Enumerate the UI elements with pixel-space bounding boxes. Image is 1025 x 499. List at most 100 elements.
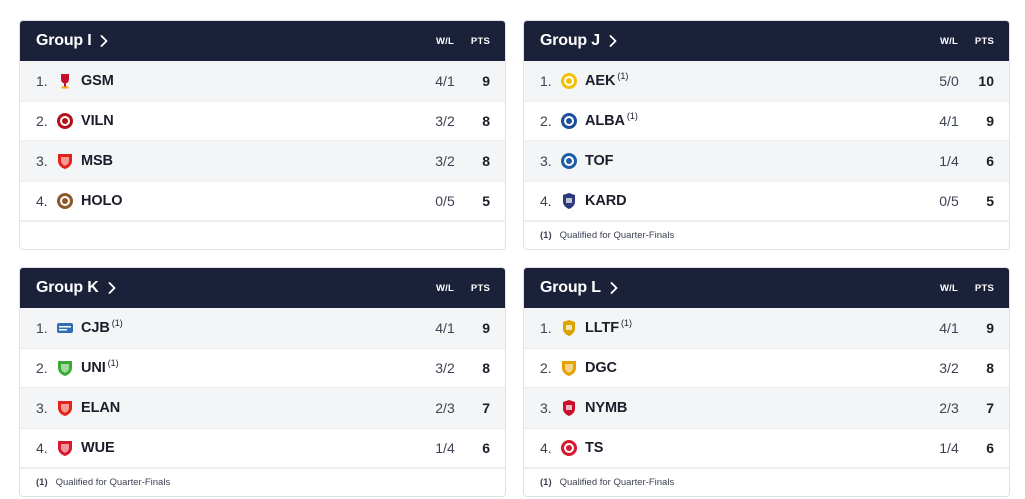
team-link[interactable]: HOLO	[56, 192, 123, 210]
team-name: MSB	[81, 153, 113, 169]
team-link[interactable]: UNI (1)	[56, 358, 119, 377]
standings-table: 1. CJB (1) 4/1 9 2. UNI (1) 3/2 8 3. ELAN 2/3 7 4. WUE 1…	[20, 308, 505, 468]
team-logo-wordmark-icon	[56, 319, 74, 337]
team-rank: 2.	[540, 360, 552, 376]
group-header: Group L W/L PTS	[524, 268, 1009, 308]
table-row: 2. VILN 3/2 8	[20, 101, 505, 141]
win-loss-value: 0/5	[939, 193, 959, 209]
table-row: 4. TS 1/4 6	[524, 428, 1009, 468]
win-loss-value: 0/5	[435, 193, 455, 209]
column-headers: W/L PTS	[934, 283, 994, 294]
standings-table: 1. AEK (1) 5/0 10 2. ALBA (1) 4/1 9 3. TOF 1/4 6 4. KAR…	[524, 61, 1009, 221]
team-logo-crest-icon	[560, 399, 578, 417]
team-rank: 1.	[540, 73, 552, 89]
win-loss-value: 3/2	[939, 360, 959, 376]
team-link[interactable]: CJB (1)	[56, 318, 123, 337]
team-link[interactable]: KARD	[560, 192, 627, 210]
table-row: 3. NYMB 2/3 7	[524, 388, 1009, 428]
team-rank: 2.	[36, 113, 48, 129]
group-title-link[interactable]: Group L	[540, 279, 618, 297]
team-logo-shield-icon	[56, 439, 74, 457]
group-title-link[interactable]: Group I	[36, 32, 108, 50]
team-link[interactable]: DGC	[560, 359, 617, 377]
team-name: WUE	[81, 440, 115, 456]
team-rank: 1.	[540, 320, 552, 336]
team-link[interactable]: ELAN	[56, 399, 120, 417]
team-name: AEK	[585, 73, 616, 89]
column-header-wl: W/L	[435, 35, 454, 47]
column-header-wl: W/L	[435, 282, 454, 294]
team-rank: 1.	[36, 73, 48, 89]
team-link[interactable]: MSB	[56, 152, 113, 170]
table-row: 2. UNI (1) 3/2 8	[20, 348, 505, 388]
team-link[interactable]: TOF	[560, 152, 614, 170]
column-headers: W/L PTS	[430, 283, 490, 294]
team-name: TOF	[585, 153, 614, 169]
group-title: Group L	[540, 279, 601, 296]
chevron-right-icon	[108, 282, 116, 294]
team-name: ELAN	[81, 400, 121, 416]
team-link[interactable]: TS	[560, 439, 603, 457]
points-value: 6	[986, 440, 994, 456]
table-row: 4. HOLO 0/5 5	[20, 181, 505, 221]
team-link[interactable]: VILN	[56, 112, 114, 130]
team-name: CJB	[81, 320, 110, 336]
column-header-pts: PTS	[974, 35, 994, 47]
team-name: ALBA	[585, 113, 625, 129]
team-logo-cup-icon	[56, 72, 74, 90]
column-header-pts: PTS	[974, 282, 994, 294]
team-name: HOLO	[81, 193, 123, 209]
column-headers: W/L PTS	[430, 36, 490, 47]
table-row: 2. DGC 3/2 8	[524, 348, 1009, 388]
win-loss-value: 4/1	[435, 73, 455, 89]
win-loss-value: 4/1	[435, 320, 455, 336]
column-header-pts: PTS	[470, 282, 490, 294]
points-value: 8	[482, 153, 490, 169]
team-rank: 4.	[540, 193, 552, 209]
group-title: Group K	[36, 279, 99, 296]
points-value: 7	[482, 400, 490, 416]
group-title-link[interactable]: Group K	[36, 279, 116, 297]
group-standings-card: Group K W/L PTS 1. CJB (1) 4/1 9 2. UNI (1) 3/2 8 3. E…	[19, 267, 506, 497]
column-header-wl: W/L	[939, 35, 958, 47]
team-link[interactable]: LLTF (1)	[560, 318, 632, 337]
column-headers: W/L PTS	[934, 36, 994, 47]
points-value: 9	[482, 73, 490, 89]
group-header: Group J W/L PTS	[524, 21, 1009, 61]
team-link[interactable]: WUE	[56, 439, 115, 457]
win-loss-value: 1/4	[939, 440, 959, 456]
win-loss-value: 3/2	[435, 360, 455, 376]
win-loss-value: 3/2	[435, 113, 455, 129]
win-loss-value: 3/2	[435, 153, 455, 169]
points-value: 7	[986, 400, 994, 416]
table-row: 4. WUE 1/4 6	[20, 428, 505, 468]
win-loss-value: 2/3	[939, 400, 959, 416]
chevron-right-icon	[100, 35, 108, 47]
table-row: 1. CJB (1) 4/1 9	[20, 308, 505, 348]
group-title: Group I	[36, 32, 92, 49]
group-standings-card: Group I W/L PTS 1. GSM 4/1 9 2. VILN 3/2 8 3. MSB 3/2…	[19, 20, 506, 250]
win-loss-value: 5/0	[939, 73, 959, 89]
team-rank: 1.	[36, 320, 48, 336]
qualification-mark: (1)	[107, 358, 119, 368]
team-logo-round-badge-icon	[560, 72, 578, 90]
team-logo-round-badge-icon	[560, 439, 578, 457]
team-logo-shield-icon	[56, 399, 74, 417]
win-loss-value: 4/1	[939, 320, 959, 336]
team-link[interactable]: AEK (1)	[560, 71, 629, 90]
team-rank: 2.	[540, 113, 552, 129]
points-value: 5	[482, 193, 490, 209]
table-row: 1. AEK (1) 5/0 10	[524, 61, 1009, 101]
qualification-mark: (1)	[617, 71, 629, 81]
standings-table: 1. GSM 4/1 9 2. VILN 3/2 8 3. MSB 3/2 8 4. HOLO 0/5 5	[20, 61, 505, 221]
table-row: 4. KARD 0/5 5	[524, 181, 1009, 221]
team-link[interactable]: NYMB	[560, 399, 627, 417]
team-rank: 3.	[36, 153, 48, 169]
group-title-link[interactable]: Group J	[540, 32, 617, 50]
team-name: VILN	[81, 113, 114, 129]
team-link[interactable]: GSM	[56, 72, 114, 90]
team-link[interactable]: ALBA (1)	[560, 111, 638, 130]
points-value: 6	[482, 440, 490, 456]
footnote-text: Qualified for Quarter-Finals	[559, 477, 675, 488]
team-rank: 4.	[36, 193, 48, 209]
